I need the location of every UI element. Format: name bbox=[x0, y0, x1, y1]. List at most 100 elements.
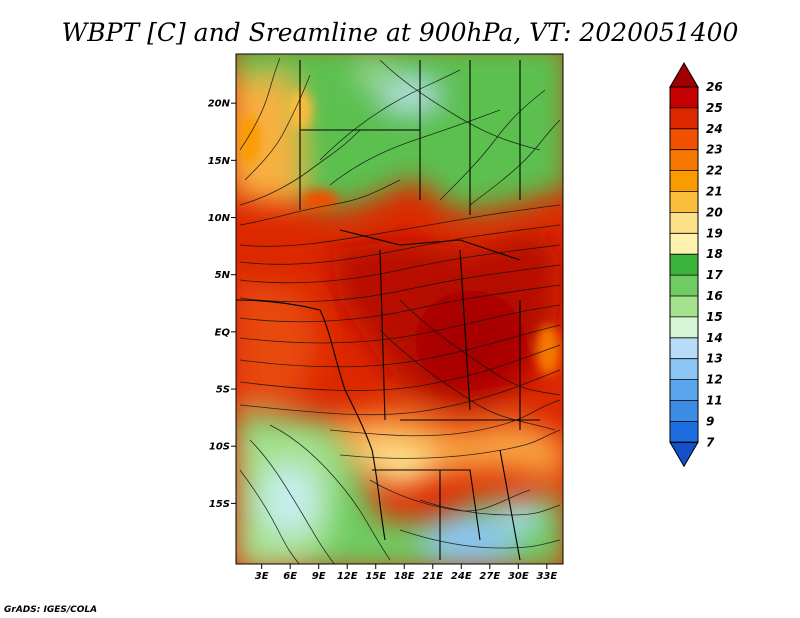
colorbar-swatch bbox=[670, 337, 698, 360]
colorbar-label: 18 bbox=[706, 247, 723, 261]
border-lines bbox=[372, 449, 521, 561]
x-tick-label: 3E bbox=[255, 571, 269, 582]
colorbar: 26 25 24 23 22 21 20 19 18 17 16 15 14 13 12 11 9 7 bbox=[669, 62, 723, 468]
streamline bbox=[239, 369, 561, 416]
streamline bbox=[239, 179, 401, 226]
streamline bbox=[239, 129, 361, 206]
border-lines bbox=[299, 60, 521, 215]
region-southeast-blue bbox=[425, 518, 515, 562]
colorbar-swatch bbox=[670, 149, 698, 172]
streamline bbox=[329, 399, 561, 437]
colorbar-label: 15 bbox=[706, 310, 723, 324]
map-panel bbox=[236, 54, 563, 564]
border-lines bbox=[339, 229, 540, 430]
colorbar-swatch bbox=[670, 379, 698, 401]
colorbar-label: 22 bbox=[706, 164, 723, 178]
x-tick-label: 18E bbox=[394, 571, 415, 582]
colorbar-swatch bbox=[670, 233, 698, 255]
y-tick-label: 10N bbox=[208, 213, 231, 224]
wbpt-field bbox=[236, 54, 563, 564]
colorbar-swatch bbox=[670, 316, 698, 339]
x-tick-label: 24E bbox=[451, 571, 472, 582]
colorbar-label: 24 bbox=[706, 122, 723, 136]
colorbar-frame bbox=[669, 86, 699, 443]
colorbar-swatch bbox=[670, 87, 698, 109]
streamline bbox=[399, 299, 561, 396]
grads-credit: GrADS: IGES/COLA bbox=[4, 605, 97, 615]
colorbar-label: 9 bbox=[706, 414, 714, 428]
colorbar-top-arrow bbox=[669, 62, 699, 88]
streamline bbox=[239, 204, 561, 247]
streamline bbox=[369, 479, 531, 512]
streamline bbox=[319, 69, 461, 161]
region-southwest-pale-blue bbox=[262, 465, 318, 535]
x-tick-label: 30E bbox=[508, 571, 529, 582]
colorbar-label: 21 bbox=[706, 185, 723, 199]
x-tick-label: 21E bbox=[422, 571, 443, 582]
colorbar-swatch bbox=[670, 191, 698, 213]
streamline bbox=[379, 329, 556, 431]
colorbar-label: 13 bbox=[706, 352, 723, 366]
streamline bbox=[239, 344, 561, 391]
colorbar-swatch bbox=[670, 128, 698, 151]
x-tick-label: 33E bbox=[536, 571, 557, 582]
colorbar-label: 25 bbox=[706, 101, 723, 115]
streamline bbox=[469, 119, 561, 206]
colorbar-swatch bbox=[670, 358, 698, 381]
colorbar-swatch bbox=[670, 421, 698, 443]
streamline bbox=[419, 499, 561, 516]
y-axis: 20N 15N 10N 5N EQ 5S 10S 15S bbox=[208, 99, 236, 510]
colorbar-label: 12 bbox=[706, 373, 723, 387]
colorbar-swatch bbox=[670, 170, 698, 192]
colorbar-label: 26 bbox=[706, 80, 723, 94]
streamline bbox=[439, 89, 546, 201]
colorbar-swatch bbox=[670, 107, 698, 130]
region-west-coast bbox=[236, 280, 320, 410]
colorbar-swatch bbox=[670, 212, 698, 234]
streamline bbox=[239, 469, 300, 564]
coastline bbox=[236, 299, 386, 541]
country-borders bbox=[236, 60, 540, 561]
region-south-pale-yellow bbox=[360, 440, 440, 490]
y-tick-label: 10S bbox=[209, 442, 230, 453]
chart-title: WBPT [C] and Sreamline at 900hPa, VT: 20… bbox=[62, 18, 739, 47]
y-tick-label: 15S bbox=[209, 499, 230, 510]
colorbar-swatch bbox=[670, 275, 698, 297]
x-tick-label: 9E bbox=[312, 571, 326, 582]
streamline bbox=[239, 224, 561, 265]
x-axis: 3E 6E 9E 12E 15E 18E 21E 24E 27E 30E 33E bbox=[255, 564, 557, 582]
y-tick-label: 5N bbox=[215, 270, 231, 281]
x-tick-label: 15E bbox=[365, 571, 386, 582]
colorbar-swatch bbox=[670, 254, 698, 276]
streamlines bbox=[239, 57, 561, 564]
streamline bbox=[239, 304, 561, 344]
colorbar-label: 19 bbox=[706, 226, 723, 240]
colorbar-label: 14 bbox=[706, 331, 723, 345]
streamline bbox=[269, 424, 391, 561]
streamline bbox=[239, 264, 561, 303]
x-tick-label: 6E bbox=[283, 571, 297, 582]
colorbar-label: 16 bbox=[706, 289, 723, 303]
streamline bbox=[399, 529, 561, 549]
x-tick-label: 12E bbox=[337, 571, 358, 582]
streamline bbox=[239, 57, 281, 151]
streamline bbox=[379, 59, 541, 151]
y-tick-label: 5S bbox=[216, 385, 230, 396]
colorbar-label: 11 bbox=[706, 394, 723, 408]
y-tick-label: EQ bbox=[215, 327, 231, 338]
y-tick-label: 15N bbox=[208, 156, 231, 167]
region-north-light-blue bbox=[382, 81, 438, 109]
colorbar-label: 20 bbox=[706, 205, 723, 219]
region-north-pale-green bbox=[355, 65, 395, 85]
x-tick-label: 27E bbox=[479, 571, 500, 582]
colorbar-label: 7 bbox=[706, 435, 715, 449]
y-tick-label: 20N bbox=[208, 99, 231, 110]
colorbar-swatch bbox=[670, 400, 698, 422]
colorbar-label: 23 bbox=[706, 143, 723, 157]
colorbar-swatch bbox=[670, 296, 698, 318]
feature-east-orange bbox=[536, 325, 560, 375]
colorbar-label: 17 bbox=[706, 268, 723, 282]
feature-northwest-orange bbox=[240, 115, 260, 165]
streamline bbox=[244, 74, 311, 181]
